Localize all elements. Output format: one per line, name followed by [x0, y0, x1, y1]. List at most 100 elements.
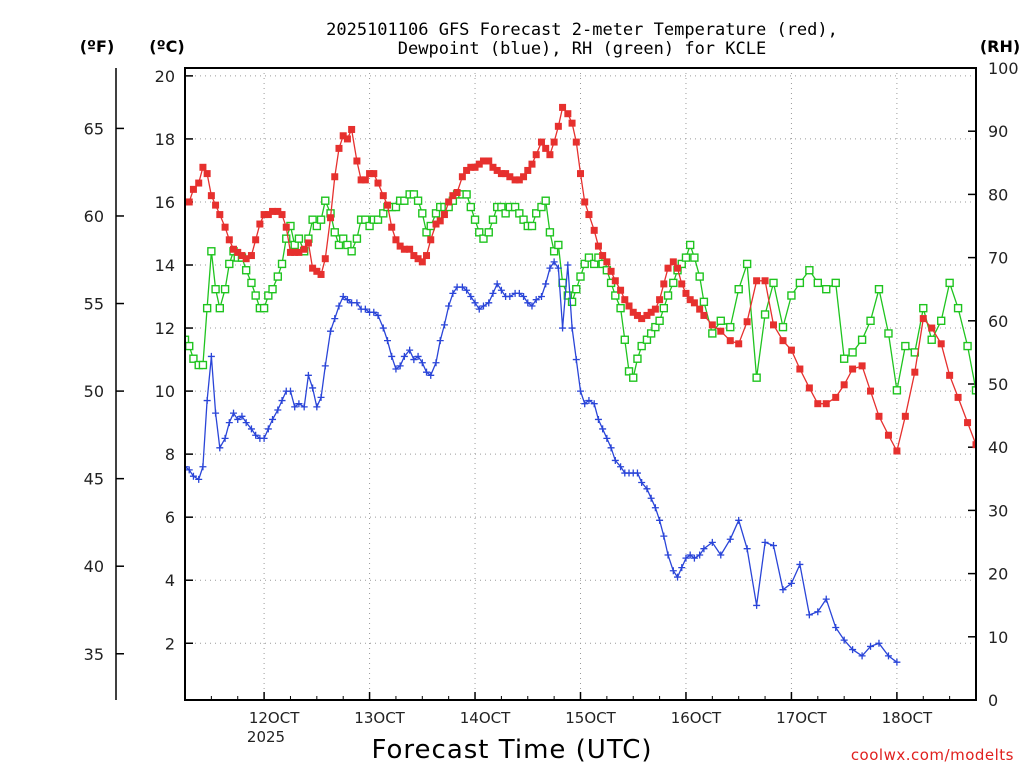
rh-point — [584, 253, 594, 262]
dewpoint-point — [432, 359, 440, 367]
rh-point — [734, 285, 743, 294]
dewpoint-point — [822, 595, 830, 603]
rh-tick-label: 70 — [988, 249, 1008, 268]
celsius-tick-label: 16 — [155, 193, 175, 212]
temperature-point — [203, 170, 211, 178]
dewpoint-point — [370, 308, 378, 316]
temperature-point — [559, 103, 567, 111]
temperature-point — [981, 429, 988, 436]
dewpoint-point — [599, 425, 607, 433]
temperature-point — [770, 321, 778, 329]
dewpoint-point — [234, 415, 242, 423]
dewpoint-point — [607, 444, 615, 452]
rh-point — [659, 303, 669, 313]
rh-point — [778, 322, 788, 332]
temperature-point — [629, 308, 637, 316]
temperature-point — [524, 166, 532, 174]
dewpoint-point — [295, 400, 303, 408]
dewpoint-point — [479, 302, 487, 310]
rh-point — [695, 272, 704, 281]
dewpoint-point — [656, 516, 664, 524]
temperature-point — [787, 346, 795, 354]
temperature-point — [436, 217, 444, 225]
temperature-point — [849, 365, 857, 373]
temperature-point — [858, 362, 866, 370]
dewpoint-point — [814, 608, 822, 616]
temperature-point — [532, 151, 540, 159]
dewpoint-point — [651, 504, 659, 512]
dewpoint-point — [572, 356, 580, 364]
rh-point — [981, 412, 988, 419]
temperature-point — [664, 264, 672, 272]
dewpoint-point — [291, 403, 299, 411]
rh-point — [892, 386, 902, 395]
time-tick-label: 18OCT — [882, 709, 933, 727]
dewpoint-point — [269, 415, 277, 423]
dewpoint-point — [335, 302, 343, 310]
temperature-point — [621, 296, 629, 304]
rh-point — [787, 291, 796, 300]
temperature-point — [260, 211, 268, 219]
rh-point — [251, 291, 260, 300]
temperature-point — [479, 157, 487, 165]
rh-point — [225, 259, 234, 269]
temperature-point — [546, 151, 554, 159]
temperature-point — [954, 393, 962, 401]
rh-point — [936, 316, 946, 325]
rh-point — [422, 228, 431, 237]
rh-tick-label: 20 — [988, 565, 1008, 584]
temperature-point — [195, 179, 203, 187]
celsius-tick-label: 2 — [165, 634, 175, 653]
temperature-point — [550, 138, 558, 146]
rh-point — [919, 303, 928, 313]
rh-point — [290, 240, 299, 250]
temperature-point — [964, 419, 972, 427]
temperature-point — [822, 400, 830, 408]
credit-text[interactable]: coolwx.com/modelts — [851, 746, 1014, 764]
dewpoint-point — [686, 551, 694, 559]
dewpoint-point — [331, 315, 339, 323]
dewpoint-point — [353, 299, 361, 307]
dewpoint-point — [449, 289, 457, 297]
dewpoint-point — [611, 456, 619, 464]
dewpoint-point — [515, 289, 523, 297]
temperature-point — [617, 286, 625, 294]
rh-point — [963, 341, 972, 351]
dewpoint-point — [388, 352, 396, 360]
temperature-point — [396, 242, 404, 250]
temperature-point — [717, 327, 725, 335]
rh-point — [259, 303, 269, 313]
dewpoint-point — [805, 611, 813, 619]
rh-point — [347, 247, 356, 256]
temperature-point — [216, 211, 224, 219]
rh-point — [273, 272, 283, 281]
rh-point — [400, 196, 409, 205]
rh-point — [633, 354, 642, 363]
temperature-point — [611, 277, 619, 285]
dewpoint-point — [185, 463, 189, 471]
temperature-point — [317, 270, 325, 278]
dewpoint-point — [406, 346, 414, 354]
temperature-point — [690, 299, 698, 307]
dewpoint-point — [564, 261, 572, 269]
rh-point — [418, 209, 427, 218]
temperature-point — [901, 412, 909, 420]
temperature-point — [554, 122, 562, 130]
temperature-point — [520, 173, 528, 181]
temperature-point — [585, 211, 593, 219]
temperature-point — [686, 296, 694, 304]
rh-point — [663, 291, 673, 300]
rh-point — [945, 278, 954, 288]
rh-axis-ticks: 0 10 20 30 40 50 60 70 80 90 100 — [968, 59, 1019, 710]
rh-point — [690, 253, 699, 262]
rh-point — [268, 285, 277, 294]
rh-point — [241, 266, 251, 275]
rh-point — [769, 278, 778, 288]
rh-point — [247, 278, 256, 288]
dewpoint-point — [546, 264, 554, 272]
dewpoint-point — [577, 387, 584, 395]
temperature-point — [528, 160, 536, 168]
rh-point — [202, 303, 212, 313]
temperature-point — [656, 296, 664, 304]
temperature-point — [796, 365, 804, 373]
